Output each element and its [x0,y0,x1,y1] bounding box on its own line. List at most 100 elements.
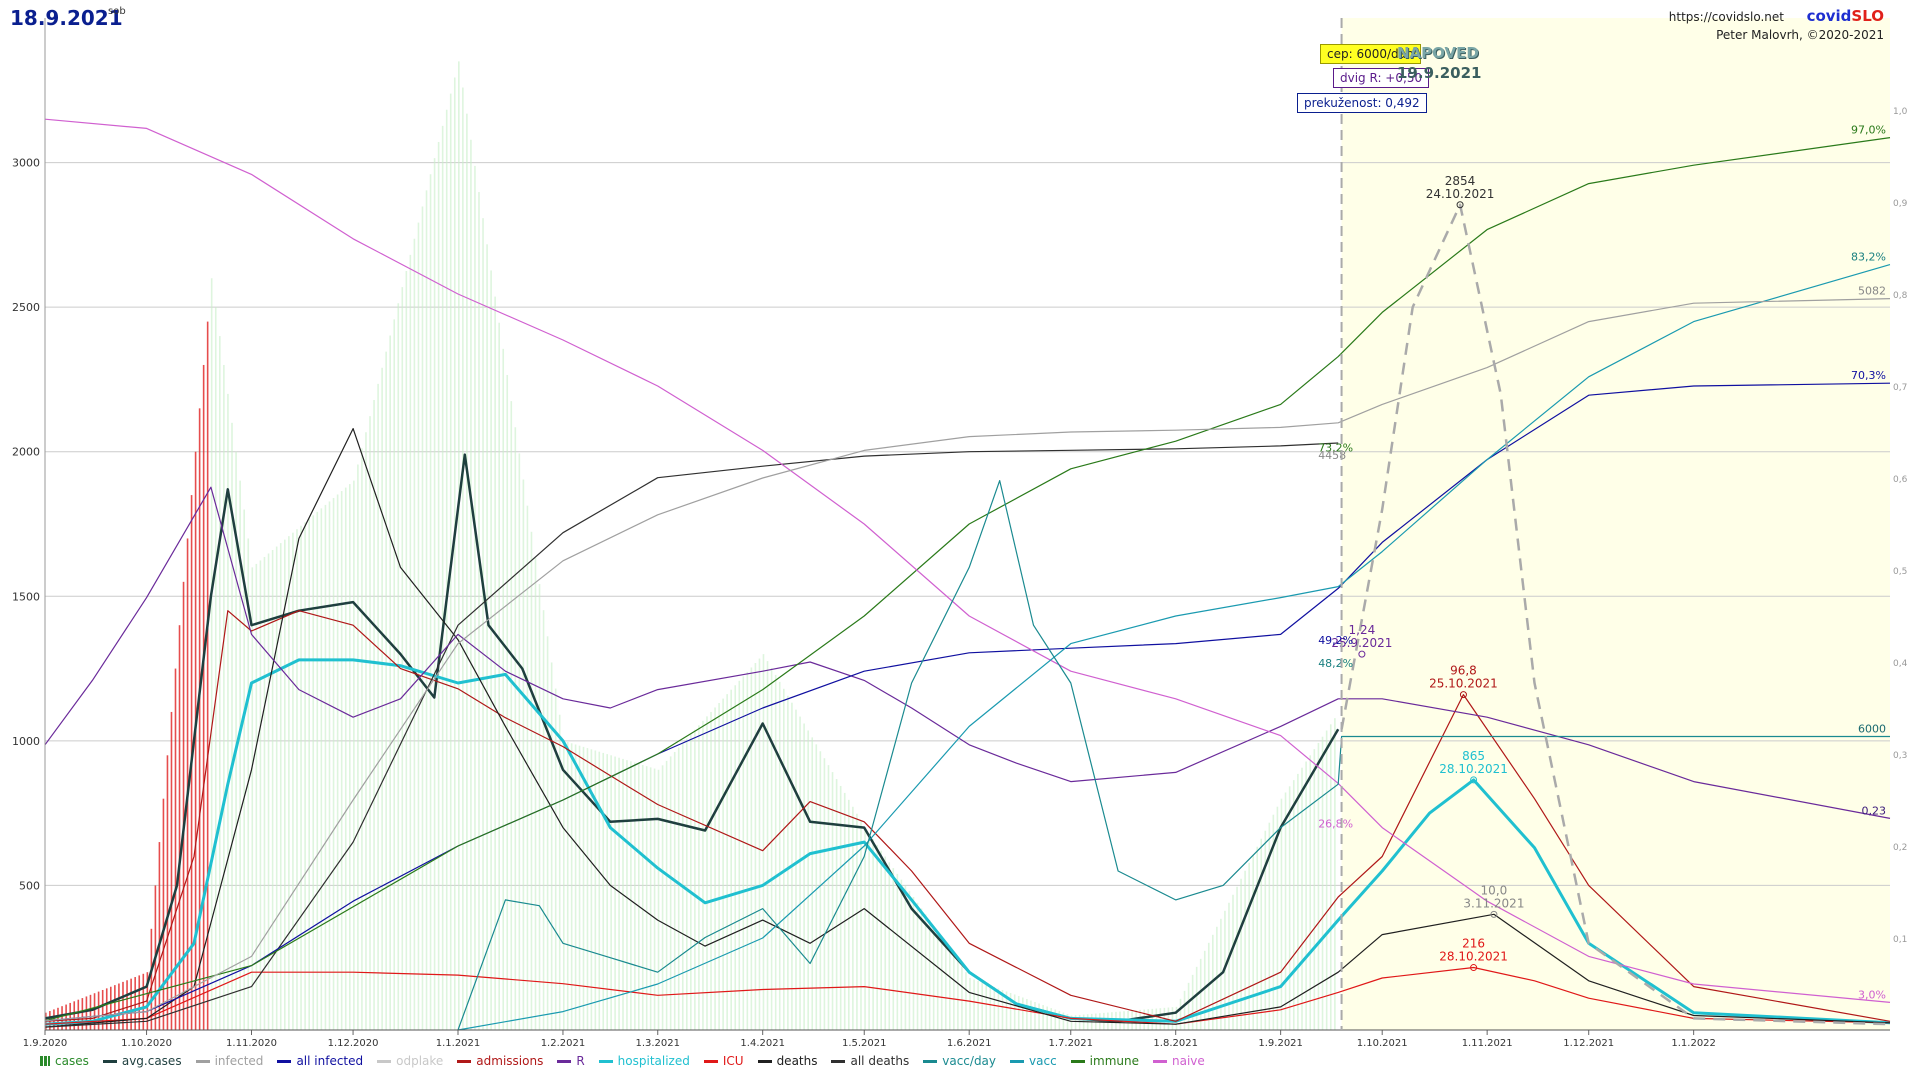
chart-weekday: sob [108,6,126,17]
cases-bar [320,508,323,1030]
x-tick-label: 1.12.2020 [328,1038,379,1049]
cases-bar [839,785,842,1030]
cases-bar [506,374,509,1030]
cases-bar [896,873,899,1030]
y2-tick-label: 0,4 [1893,659,1908,669]
y2-tick-label: 0,6 [1893,475,1908,485]
cases-bar [219,336,221,1030]
cases-bar [928,920,931,1030]
cases-bar [57,1007,59,1030]
cases-bar [554,688,557,1030]
cases-bar [690,734,692,1030]
cases-bar [872,839,874,1030]
annotation-date: 25.9.2021 [1331,636,1392,650]
cases-bar [202,364,205,1030]
legend-swatch [377,1059,392,1063]
cases-bar [657,769,660,1030]
cases-bar [618,757,620,1030]
cases-bar [453,77,456,1030]
cases-bar [433,158,436,1031]
legend-item[interactable]: naive [1152,1054,1205,1068]
cases-bar [634,762,636,1030]
legend-item[interactable]: admissions [457,1054,543,1068]
cases-bar [916,902,919,1030]
cases-bar [590,749,593,1030]
y2-tick-label: 0,9 [1893,199,1908,209]
legend-item[interactable]: vacc/day [923,1054,996,1068]
cases-bar [1078,1014,1081,1030]
x-tick-label: 1.11.2020 [226,1038,277,1049]
cases-bar [940,937,943,1030]
mid-label: 26,8% [1318,818,1353,831]
cases-bar [827,765,830,1030]
cases-bar [122,981,124,1030]
cases-bar [1179,998,1182,1030]
cases-bar [1038,1003,1040,1030]
cases-bar [750,667,753,1030]
cases-bar [369,416,371,1031]
y2-tick-label: 0,5 [1893,567,1907,577]
cases-bar [105,988,108,1030]
y2-tick-label: 1,0 [1893,107,1908,117]
legend-label: avg.cases [121,1054,182,1068]
legend-item[interactable]: hospitalized [598,1054,690,1068]
legend-item[interactable]: deaths [757,1054,817,1068]
mid-label: 49,2% [1318,634,1353,647]
cases-bar [819,751,822,1030]
cases-bar [1191,974,1194,1030]
cases-bar [762,654,765,1030]
cases-bar [445,109,448,1030]
legend-label: ICU [722,1054,744,1068]
series-line-immune [44,137,1891,1022]
annotation-date: 25.10.2021 [1429,677,1498,691]
x-tick-label: 1.11.2021 [1462,1038,1513,1049]
legend-item[interactable]: all deaths [831,1054,909,1068]
cases-bar [542,610,545,1030]
forecast-region [1341,18,1890,1030]
legend-item[interactable]: vacc [1010,1054,1057,1068]
cases-bar [594,750,597,1030]
cases-bar [1325,730,1328,1030]
cases-bar [774,674,777,1030]
site-url-link[interactable]: https://covidslo.net [1668,10,1784,24]
cases-bar [198,408,201,1030]
legend-item[interactable]: immune [1070,1054,1139,1068]
cases-bar [101,989,104,1030]
series-line-all_deaths [44,442,1339,1028]
cases-bar [1050,1008,1053,1030]
cases-bar [981,982,983,1030]
x-tick-label: 1.5.2021 [842,1038,887,1049]
x-tick-label: 1.12.2021 [1563,1038,1614,1049]
cases-bar [823,758,826,1030]
cases-bar [661,765,664,1030]
legend-swatch [40,1056,50,1066]
legend-label: vacc [1029,1054,1057,1068]
legend-item[interactable]: infected [195,1054,263,1068]
x-tick-label: 1.10.2021 [1357,1038,1408,1049]
cases-bar [1066,1014,1069,1030]
legend-item[interactable]: all infected [277,1054,363,1068]
legend-item[interactable]: cases [40,1054,89,1068]
cases-bar [1240,878,1242,1030]
y-tick-label: 3000 [12,157,40,170]
cases-bar [231,422,233,1030]
cases-bar [97,991,100,1030]
cases-bar [514,427,517,1030]
legend-label: vacc/day [942,1054,997,1068]
annotation-marker [1358,650,1366,658]
legend-item[interactable]: odplake [377,1054,443,1068]
legend-item[interactable]: R [557,1054,585,1068]
legend-item[interactable]: avg.cases [102,1054,182,1068]
cases-bar [770,667,773,1030]
legend-item[interactable]: ICU [703,1054,744,1068]
cases-bar [1026,999,1028,1030]
cases-bar [1284,792,1287,1030]
cases-bar [1288,786,1291,1030]
legend-swatch [703,1059,718,1063]
annotation-value: 2854 [1445,174,1476,188]
series-line-admissions [44,610,1891,1022]
cases-bar [811,737,814,1030]
cases-bar [93,993,96,1030]
cases-bar [1171,1007,1174,1030]
end-label: 97,0% [1851,124,1886,137]
